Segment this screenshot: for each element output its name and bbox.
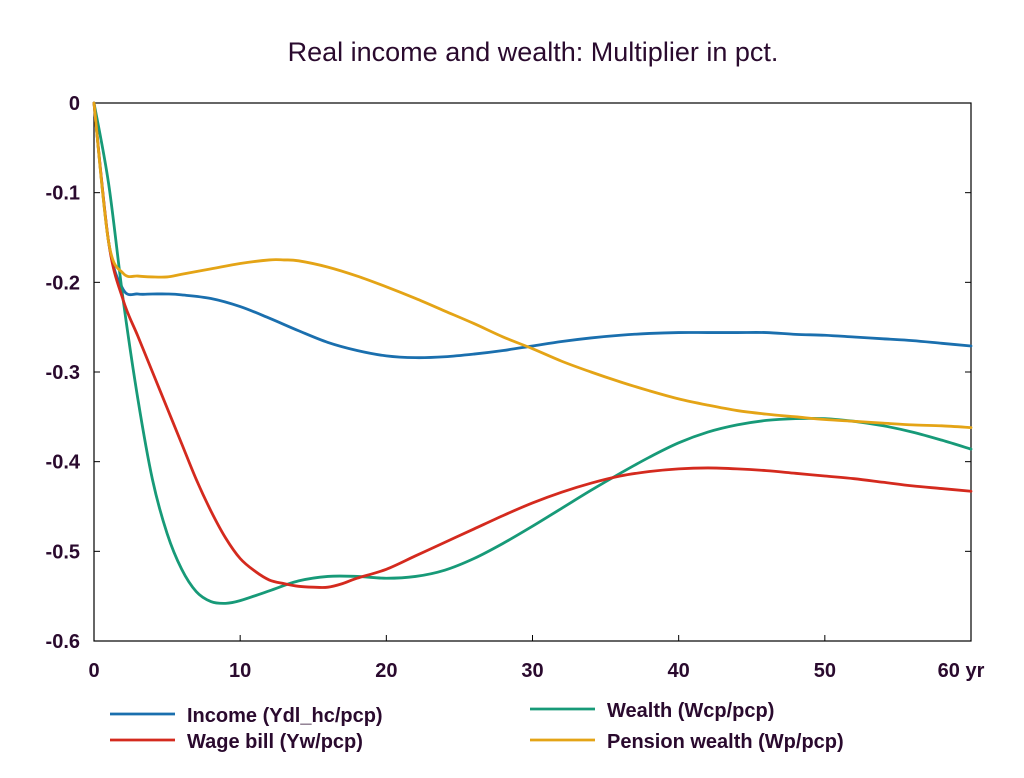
series-lines	[92, 101, 973, 605]
y-tick-label: -0.5	[46, 541, 80, 563]
y-tick-label: -0.2	[46, 272, 80, 294]
x-tick-label: 40	[668, 660, 690, 682]
x-tick-label: 60 yr	[938, 660, 985, 682]
x-tick-label: 0	[88, 660, 99, 682]
y-tick-label: -0.4	[46, 452, 81, 474]
legend-label: Wage bill (Yw/pcp)	[187, 731, 363, 753]
series-line-income-0	[92, 101, 973, 360]
series-line-wage-2	[92, 101, 973, 589]
chart-title: Real income and wealth: Multiplier in pc…	[288, 37, 779, 67]
plot-frame	[93, 102, 972, 642]
plot-area	[93, 102, 972, 642]
y-tick-label: -0.3	[46, 362, 80, 384]
y-axis-ticks: 0 -0.1 -0.2 -0.3 -0.4 -0.5 -0.6	[46, 93, 971, 653]
y-tick-label: -0.6	[46, 631, 80, 653]
y-tick-label: 0	[69, 93, 80, 115]
x-axis-ticks: 0 10 20 30 40 50 60 yr	[88, 635, 985, 682]
x-tick-label: 30	[521, 660, 543, 682]
y-tick-label: -0.1	[46, 183, 80, 205]
legend-label: Pension wealth (Wp/pcp)	[607, 731, 844, 753]
series-line-wealth-1	[92, 101, 973, 605]
legend-label: Income (Ydl_hc/pcp)	[187, 705, 383, 727]
series-line-pension-3	[92, 101, 973, 429]
legend-label: Wealth (Wcp/pcp)	[607, 700, 774, 722]
x-tick-label: 20	[375, 660, 397, 682]
x-tick-label: 50	[814, 660, 836, 682]
legend: Income (Ydl_hc/pcp) Wealth (Wcp/pcp) Wage …	[110, 700, 844, 753]
x-tick-label: 10	[229, 660, 251, 682]
